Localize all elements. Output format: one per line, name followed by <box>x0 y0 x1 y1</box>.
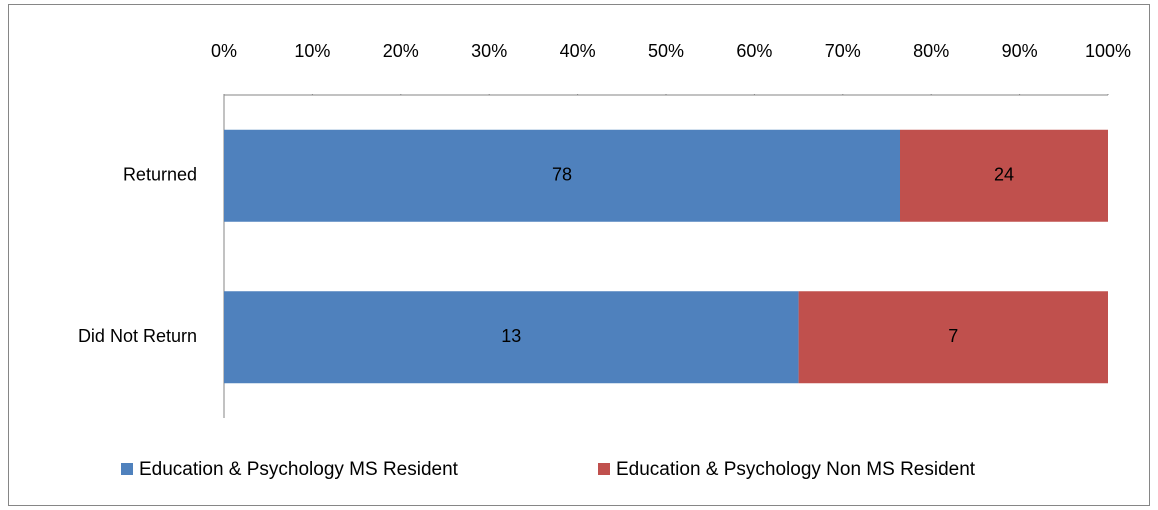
x-tick-label: 0% <box>211 41 237 61</box>
x-tick-label: 80% <box>913 41 949 61</box>
x-tick-label: 60% <box>736 41 772 61</box>
bar-segment <box>798 291 1108 384</box>
bar-segment <box>900 129 1108 222</box>
x-tick-label: 100% <box>1085 41 1131 61</box>
x-tick-label: 70% <box>825 41 861 61</box>
chart-border <box>8 4 1150 506</box>
legend-label: Education & Psychology Non MS Resident <box>616 459 976 480</box>
x-tick-label: 10% <box>294 41 330 61</box>
data-label: 13 <box>501 326 521 346</box>
legend-swatch <box>121 463 133 475</box>
bar-segment <box>224 291 799 384</box>
y-tick-label: Returned <box>123 165 197 185</box>
data-label: 24 <box>994 165 1014 185</box>
data-label: 78 <box>552 165 572 185</box>
y-tick-label: Did Not Return <box>78 326 197 346</box>
x-tick-label: 50% <box>648 41 684 61</box>
legend-swatch <box>598 463 610 475</box>
data-label: 7 <box>948 326 958 346</box>
x-tick-label: 30% <box>471 41 507 61</box>
bar-segment <box>224 129 900 222</box>
x-tick-label: 40% <box>560 41 596 61</box>
x-tick-label: 20% <box>383 41 419 61</box>
x-tick-label: 90% <box>1002 41 1038 61</box>
legend-label: Education & Psychology MS Resident <box>139 459 459 480</box>
